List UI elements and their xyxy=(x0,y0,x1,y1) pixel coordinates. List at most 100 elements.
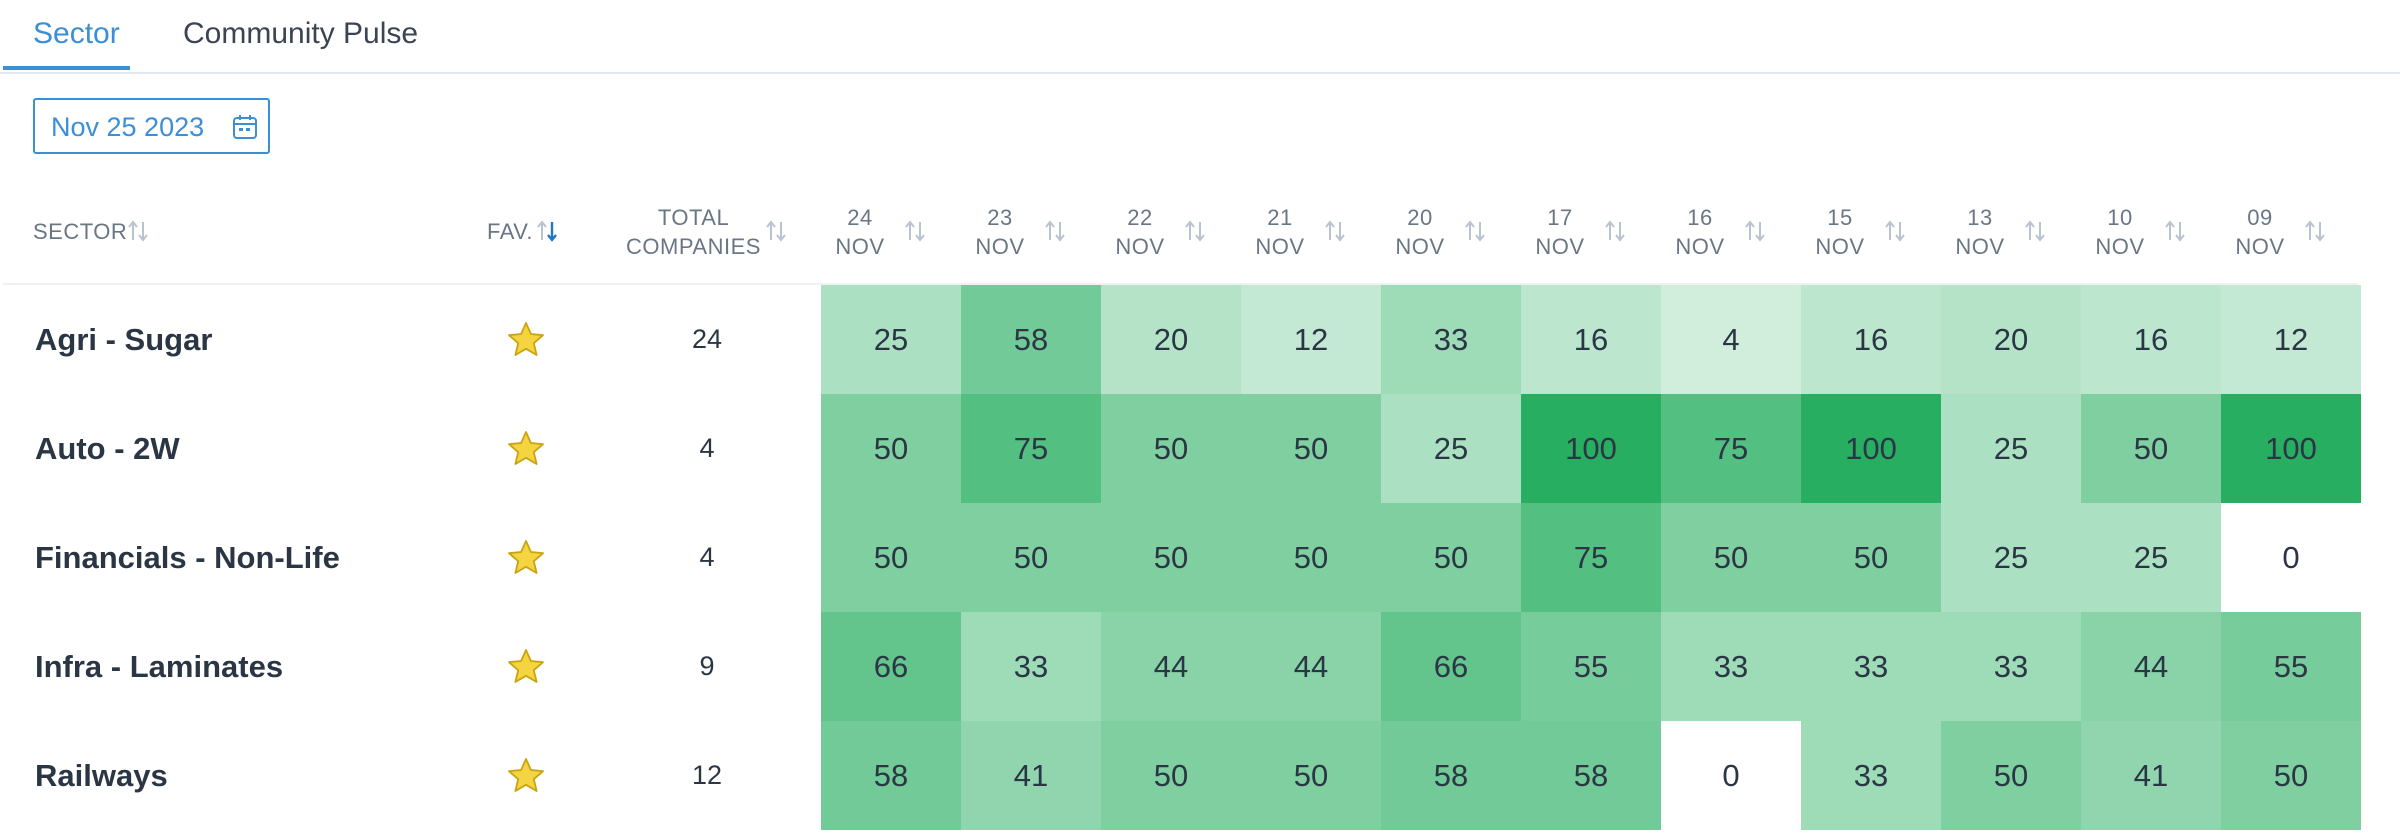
heatmap-cell[interactable]: 41 xyxy=(961,721,1101,830)
column-header-fav[interactable]: FAV. xyxy=(487,219,534,244)
heatmap-cell[interactable]: 50 xyxy=(1101,503,1241,612)
heatmap-cell-value: 12 xyxy=(2273,321,2309,357)
sort-icon[interactable] xyxy=(1323,218,1347,244)
heatmap-cell[interactable]: 66 xyxy=(1381,612,1521,721)
heatmap-cell[interactable]: 75 xyxy=(1661,394,1801,503)
heatmap-cell[interactable]: 55 xyxy=(2221,612,2361,721)
heatmap-cell[interactable]: 100 xyxy=(1801,394,1941,503)
favorite-star-icon[interactable] xyxy=(506,647,546,687)
column-header-date[interactable]: 22 NOV xyxy=(1115,203,1165,261)
row-sector-name[interactable]: Agri - Sugar xyxy=(35,322,213,357)
tab-community-pulse[interactable]: Community Pulse xyxy=(183,17,419,50)
heatmap-cell[interactable]: 55 xyxy=(1521,612,1661,721)
heatmap-cell[interactable]: 25 xyxy=(1381,394,1521,503)
column-header-date[interactable]: 23 NOV xyxy=(975,203,1025,261)
heatmap-cell[interactable]: 50 xyxy=(1801,503,1941,612)
row-sector-name[interactable]: Infra - Laminates xyxy=(35,649,284,684)
column-header-date[interactable]: 16 NOV xyxy=(1675,203,1725,261)
heatmap-cell[interactable]: 33 xyxy=(961,612,1101,721)
heatmap-cell[interactable]: 0 xyxy=(2221,503,2361,612)
favorite-star-icon[interactable] xyxy=(506,756,546,796)
sort-icon[interactable] xyxy=(2163,218,2187,244)
heatmap-cell[interactable]: 58 xyxy=(821,721,961,830)
row-sector-name[interactable]: Financials - Non-Life xyxy=(35,540,340,575)
heatmap-cell[interactable]: 12 xyxy=(2221,285,2361,394)
heatmap-cell[interactable]: 20 xyxy=(1941,285,2081,394)
heatmap-cell[interactable]: 25 xyxy=(1941,394,2081,503)
heatmap-cell[interactable]: 33 xyxy=(1801,612,1941,721)
sort-icon[interactable] xyxy=(2023,218,2047,244)
row-sector-name[interactable]: Auto - 2W xyxy=(35,431,180,466)
heatmap-cell[interactable]: 16 xyxy=(2081,285,2221,394)
column-header-date[interactable]: 10 NOV xyxy=(2095,203,2145,261)
heatmap-cell[interactable]: 75 xyxy=(1521,503,1661,612)
heatmap-cell[interactable]: 16 xyxy=(1521,285,1661,394)
heatmap-cell[interactable]: 33 xyxy=(1801,721,1941,830)
heatmap-cell[interactable]: 50 xyxy=(821,394,961,503)
heatmap-cell[interactable]: 50 xyxy=(1241,503,1381,612)
favorite-star-icon[interactable] xyxy=(506,320,546,360)
sort-icon[interactable] xyxy=(1603,218,1627,244)
heatmap-cell[interactable]: 50 xyxy=(961,503,1101,612)
heatmap-cell[interactable]: 41 xyxy=(2081,721,2221,830)
heatmap-cell[interactable]: 50 xyxy=(1101,721,1241,830)
sort-icon[interactable] xyxy=(126,218,150,244)
sort-icon[interactable] xyxy=(1183,218,1207,244)
heatmap-cell[interactable]: 33 xyxy=(1941,612,2081,721)
heatmap-cell[interactable]: 50 xyxy=(1241,721,1381,830)
heatmap-cell[interactable]: 58 xyxy=(1521,721,1661,830)
heatmap-cell-value: 16 xyxy=(1573,321,1609,357)
column-header-date[interactable]: 20 NOV xyxy=(1395,203,1445,261)
sort-icon[interactable] xyxy=(2303,218,2327,244)
heatmap-cell-value: 58 xyxy=(1013,321,1049,357)
sort-descending-icon[interactable] xyxy=(535,218,559,244)
column-header-date[interactable]: 09 NOV xyxy=(2235,203,2285,261)
sort-icon[interactable] xyxy=(903,218,927,244)
row-sector-name[interactable]: Railways xyxy=(35,758,168,793)
heatmap-cell[interactable]: 50 xyxy=(2081,394,2221,503)
column-header-total-companies[interactable]: TOTAL COMPANIES xyxy=(620,203,767,261)
heatmap-cell[interactable]: 16 xyxy=(1801,285,1941,394)
heatmap-cell[interactable]: 58 xyxy=(961,285,1101,394)
column-header-date[interactable]: 21 NOV xyxy=(1255,203,1305,261)
sort-icon[interactable] xyxy=(764,218,788,244)
heatmap-cell[interactable]: 66 xyxy=(821,612,961,721)
heatmap-cell[interactable]: 75 xyxy=(961,394,1101,503)
column-header-date[interactable]: 24 NOV xyxy=(835,203,885,261)
heatmap-cell[interactable]: 50 xyxy=(821,503,961,612)
column-header-date[interactable]: 15 NOV xyxy=(1815,203,1865,261)
heatmap-cell[interactable]: 100 xyxy=(2221,394,2361,503)
heatmap-cell[interactable]: 50 xyxy=(2221,721,2361,830)
heatmap-cell[interactable]: 50 xyxy=(1101,394,1241,503)
heatmap-cell[interactable]: 25 xyxy=(821,285,961,394)
favorite-star-icon[interactable] xyxy=(506,429,546,469)
heatmap-cell[interactable]: 33 xyxy=(1661,612,1801,721)
heatmap-cell[interactable]: 58 xyxy=(1381,721,1521,830)
heatmap-cell[interactable]: 25 xyxy=(1941,503,2081,612)
heatmap-cell[interactable]: 100 xyxy=(1521,394,1661,503)
heatmap-cell[interactable]: 44 xyxy=(2081,612,2221,721)
heatmap-cell[interactable]: 50 xyxy=(1381,503,1521,612)
heatmap-cell[interactable]: 25 xyxy=(2081,503,2221,612)
heatmap-cell[interactable]: 50 xyxy=(1241,394,1381,503)
heatmap-cell[interactable]: 44 xyxy=(1241,612,1381,721)
heatmap-cell[interactable]: 0 xyxy=(1661,721,1801,830)
sort-icon[interactable] xyxy=(1043,218,1067,244)
sort-icon[interactable] xyxy=(1463,218,1487,244)
column-header-sector[interactable]: SECTOR xyxy=(33,219,128,244)
heatmap-cell[interactable]: 50 xyxy=(1941,721,2081,830)
heatmap-cell[interactable]: 50 xyxy=(1661,503,1801,612)
tab-sector[interactable]: Sector xyxy=(33,17,120,50)
heatmap-cell[interactable]: 44 xyxy=(1101,612,1241,721)
heatmap-cell[interactable]: 20 xyxy=(1101,285,1241,394)
heatmap-cell[interactable]: 4 xyxy=(1661,285,1801,394)
column-header-date[interactable]: 13 NOV xyxy=(1955,203,2005,261)
date-picker[interactable]: Nov 25 2023 xyxy=(33,98,270,154)
favorite-star-icon[interactable] xyxy=(506,538,546,578)
sort-icon[interactable] xyxy=(1743,218,1767,244)
heatmap-cell[interactable]: 33 xyxy=(1381,285,1521,394)
column-header-date[interactable]: 17 NOV xyxy=(1535,203,1585,261)
heatmap-cell[interactable]: 12 xyxy=(1241,285,1381,394)
row-total-companies: 24 xyxy=(691,324,723,354)
sort-icon[interactable] xyxy=(1883,218,1907,244)
